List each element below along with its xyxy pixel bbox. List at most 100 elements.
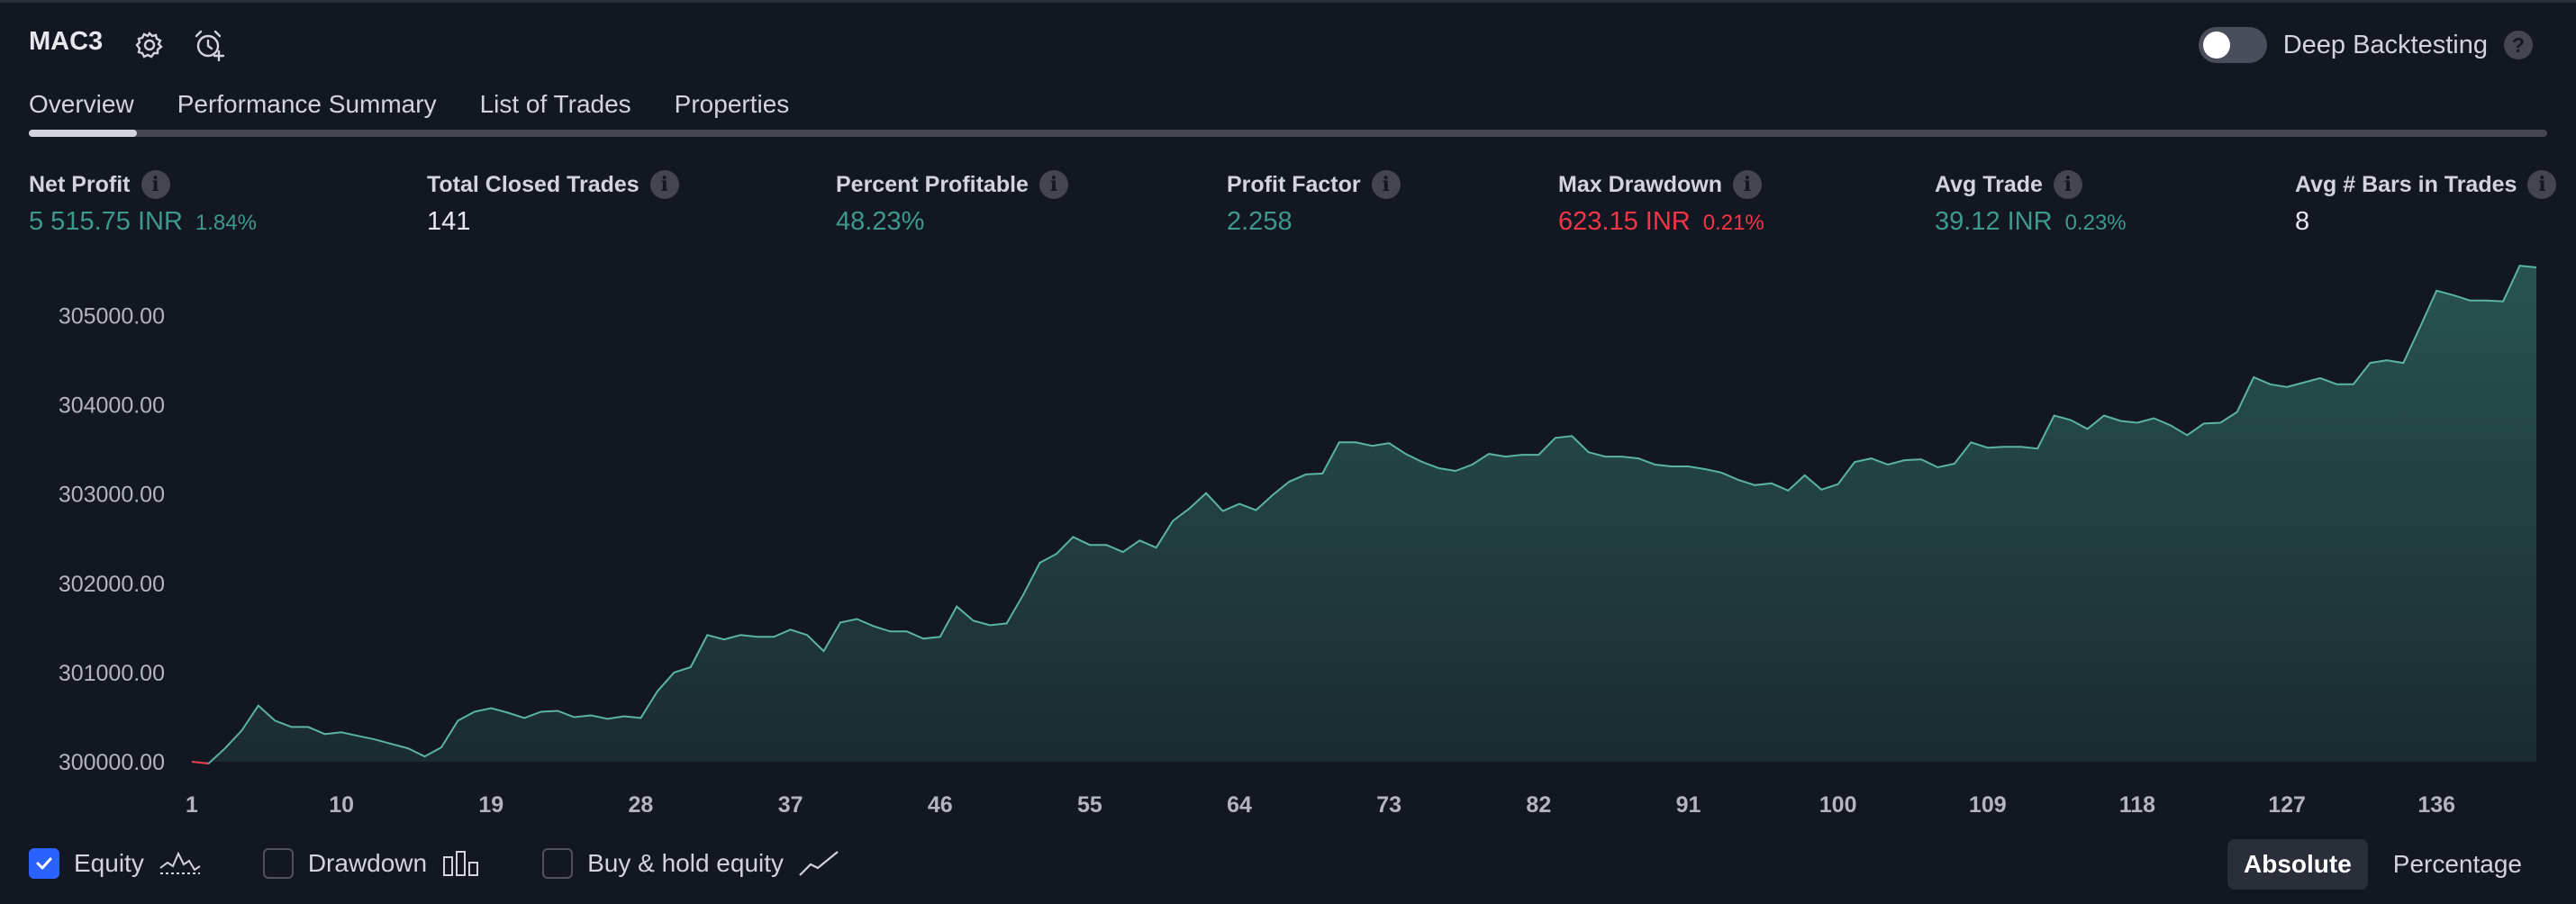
- equity-point: [2236, 411, 2239, 414]
- legend-label: Drawdown: [307, 849, 428, 877]
- equity-point: [1503, 455, 1507, 458]
- tab-scrollbar[interactable]: [29, 130, 2547, 137]
- equity-point: [2136, 421, 2139, 425]
- stat-percent-profitable: Percent Profitable i 48.23%: [836, 169, 1068, 237]
- equity-point: [1587, 450, 1591, 454]
- info-icon[interactable]: i: [1732, 170, 1762, 199]
- equity-point: [540, 710, 543, 714]
- equity-point: [323, 732, 327, 736]
- equity-point: [473, 710, 476, 714]
- equity-point: [2152, 417, 2155, 420]
- equity-point: [939, 635, 942, 638]
- equity-point: [207, 762, 211, 765]
- percentage-button[interactable]: Percentage: [2392, 850, 2522, 878]
- equity-point: [1770, 482, 1773, 485]
- x-tick-label: 109: [1969, 792, 2007, 818]
- tab-active-indicator: [29, 130, 137, 137]
- equity-point: [1287, 480, 1291, 484]
- stat-label: Net Profit: [29, 171, 131, 197]
- tab-properties[interactable]: Properties: [674, 90, 790, 118]
- tab-list-of-trades[interactable]: List of Trades: [479, 90, 631, 118]
- equity-point: [1204, 492, 1208, 495]
- equity-point: [1570, 434, 1574, 438]
- equity-point: [390, 742, 394, 746]
- equity-point: [1320, 472, 1324, 475]
- stat-avg-bars-in-trades: Avg # Bars in Trades i 8: [2295, 169, 2557, 237]
- equity-point: [522, 716, 526, 719]
- x-tick-label: 136: [2417, 792, 2455, 818]
- equity-point: [2169, 423, 2172, 427]
- stat-max-drawdown: Max Drawdown i 623.15 INR 0.21%: [1558, 169, 1764, 237]
- equity-point: [2086, 427, 2090, 430]
- stat-label: Avg Trade: [1935, 171, 2043, 197]
- equity-point: [273, 719, 277, 722]
- x-tick-label: 37: [778, 792, 803, 818]
- equity-point: [2468, 299, 2472, 303]
- stat-percent: 1.84%: [195, 211, 257, 235]
- absolute-button[interactable]: Absolute: [2227, 839, 2368, 890]
- info-icon[interactable]: i: [649, 170, 679, 199]
- toggle-knob: [2202, 32, 2230, 59]
- equity-point: [2352, 383, 2355, 386]
- equity-point: [2269, 383, 2272, 386]
- equity-point: [1520, 453, 1524, 457]
- buy-hold-checkbox[interactable]: [542, 848, 574, 879]
- x-tick-label: 127: [2268, 792, 2306, 818]
- equity-point: [739, 633, 742, 637]
- equity-point: [656, 690, 659, 693]
- drawdown-bars-icon: [441, 848, 481, 879]
- drawdown-segment: [191, 761, 209, 764]
- gear-icon[interactable]: [132, 27, 168, 63]
- equity-point: [921, 637, 925, 640]
- equity-point: [606, 717, 610, 720]
- equity-point: [1304, 473, 1308, 476]
- equity-chart[interactable]: 300000.00 301000.00 302000.00 303000.00 3040…: [0, 243, 2576, 837]
- equity-point: [1155, 546, 1158, 549]
- equity-point: [888, 629, 892, 633]
- equity-point: [1870, 457, 1873, 460]
- equity-point: [1953, 462, 1956, 466]
- equity-point: [423, 755, 427, 758]
- equity-point: [1420, 460, 1424, 464]
- tab-performance-summary[interactable]: Performance Summary: [177, 90, 437, 118]
- deep-backtesting-toggle[interactable]: [2198, 27, 2267, 63]
- equity-point: [1487, 452, 1491, 456]
- equity-point: [872, 624, 875, 628]
- legend-equity[interactable]: Equity: [29, 848, 202, 879]
- deep-backtesting-label: Deep Backtesting: [2282, 30, 2488, 59]
- equity-point: [1837, 483, 1840, 486]
- equity-point: [1737, 478, 1740, 482]
- equity-point: [2418, 325, 2422, 329]
- equity-point: [2069, 419, 2073, 422]
- buy-hold-line-icon: [798, 848, 841, 879]
- equity-point: [506, 711, 510, 715]
- stat-value: 2.258: [1227, 207, 1293, 236]
- info-icon[interactable]: i: [1039, 170, 1068, 199]
- info-icon[interactable]: i: [2527, 170, 2557, 199]
- equity-point: [2036, 447, 2039, 450]
- equity-point: [2318, 376, 2322, 380]
- drawdown-checkbox[interactable]: [262, 848, 294, 879]
- info-icon[interactable]: i: [2053, 170, 2082, 199]
- help-icon[interactable]: ?: [2504, 31, 2533, 59]
- equity-point: [1255, 509, 1258, 512]
- equity-point: [2368, 361, 2372, 365]
- stat-label: Avg # Bars in Trades: [2295, 171, 2517, 197]
- equity-point: [1670, 465, 1673, 468]
- x-tick-label: 1: [186, 792, 198, 818]
- equity-checkbox[interactable]: [29, 848, 59, 879]
- tab-overview[interactable]: Overview: [29, 90, 134, 118]
- equity-point: [1071, 535, 1075, 538]
- info-icon[interactable]: i: [1371, 170, 1401, 199]
- equity-point: [955, 605, 958, 609]
- equity-point: [1853, 460, 1856, 464]
- equity-point: [456, 719, 459, 722]
- equity-point: [2252, 375, 2255, 379]
- info-icon[interactable]: i: [141, 170, 170, 199]
- equity-point: [306, 725, 310, 728]
- legend-buy-hold[interactable]: Buy & hold equity: [542, 848, 841, 879]
- equity-point: [1919, 457, 1923, 461]
- add-alarm-icon[interactable]: [191, 27, 227, 63]
- top-border: [0, 0, 2576, 3]
- legend-drawdown[interactable]: Drawdown: [262, 848, 481, 879]
